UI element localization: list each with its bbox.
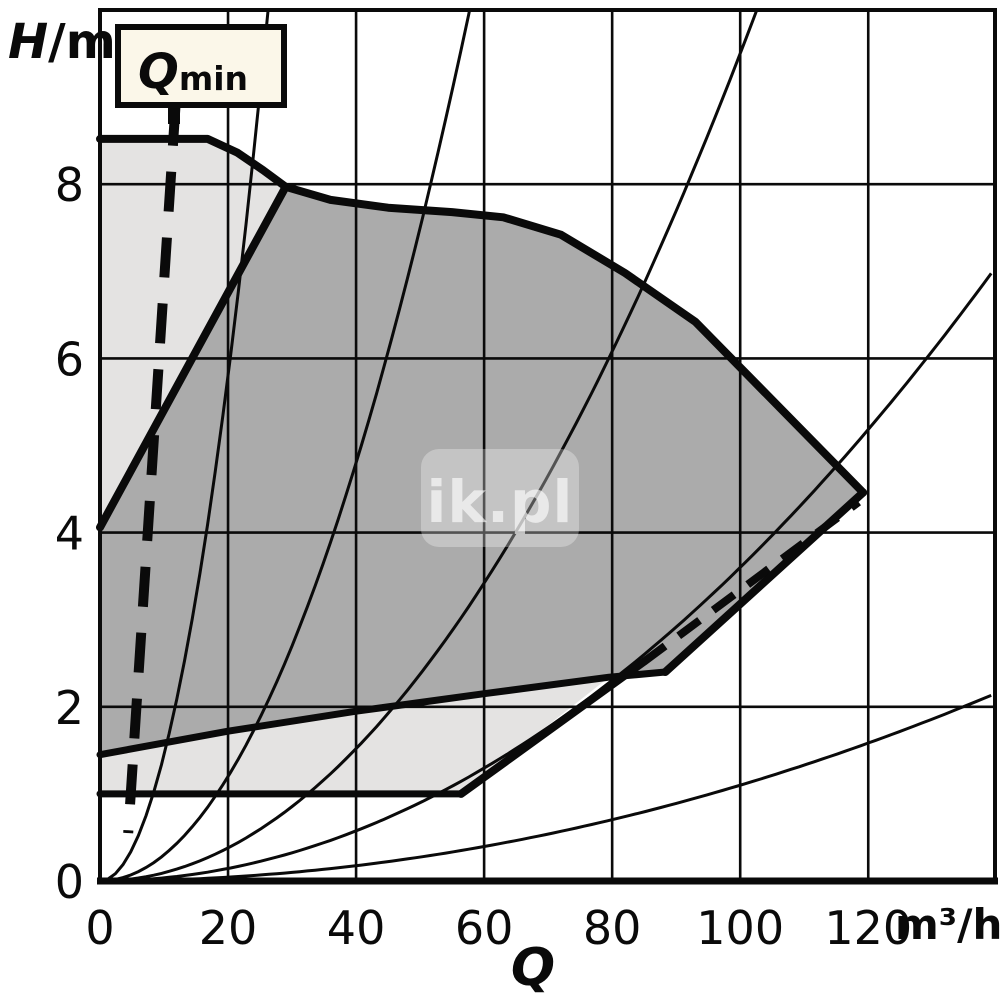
y-tick-label: 2: [55, 681, 84, 735]
field-left-edge: [96, 182, 290, 532]
watermark-text: ik.pl: [427, 468, 574, 536]
x-tick-label: 20: [199, 901, 258, 955]
qmin-left-dashed-line: [123, 105, 181, 834]
y-tick-label: 4: [55, 507, 84, 561]
operating-field-region: [100, 186, 864, 755]
qmin-label-symbol: Q: [138, 44, 179, 100]
max-speed-curve: [96, 134, 868, 497]
qmin-right-dashed-line: [641, 498, 861, 665]
qmin-annotation: Qmin: [115, 24, 287, 124]
qmin-dashed-lines: [123, 105, 861, 834]
system-characteristic-curves: [99, 9, 993, 883]
y-tick-label: 6: [55, 332, 84, 386]
system-curve: [99, 9, 472, 883]
x-tick-label: 60: [455, 901, 514, 955]
qmin-annotation-box: [115, 24, 287, 108]
x-tick-label: 0: [85, 901, 114, 955]
y-tick-label: 8: [55, 158, 84, 212]
x-tick-label: 120: [824, 901, 912, 955]
y-axis-symbol: H: [8, 14, 48, 70]
qmin-right-solid: [457, 657, 649, 798]
watermark: ik.pl: [421, 449, 579, 547]
y-axis-title: H/m: [8, 14, 116, 70]
y-tick-label: 0: [55, 855, 84, 909]
qmin-annotation-label: Qmin: [138, 44, 248, 100]
x-tick-label: 40: [327, 901, 386, 955]
y-axis-unit: /m: [48, 14, 116, 70]
x-tick-label: 80: [583, 901, 642, 955]
watermark-background: [421, 449, 579, 547]
axis-tick-labels: 0 20 40 60 80 100 120 0 2 4 6 8: [55, 158, 912, 955]
x-axis-unit-label: m³/h: [895, 900, 1000, 949]
qmin-annotation-pointer: [168, 104, 180, 124]
system-curve: [100, 694, 992, 883]
x-axis-title: Q: [511, 938, 555, 998]
envelope-region-upper: [100, 138, 286, 528]
x-tick-label: 100: [696, 901, 784, 955]
system-curve: [99, 9, 759, 883]
qmin-label-subscript: min: [179, 59, 248, 98]
